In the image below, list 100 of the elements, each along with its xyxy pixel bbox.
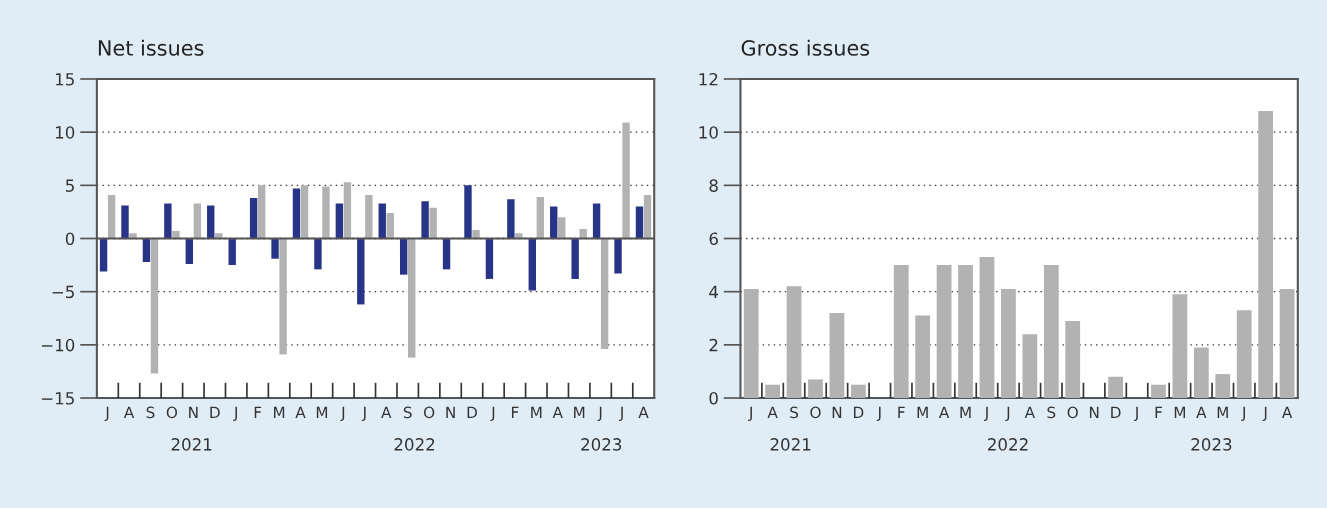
bar (808, 379, 823, 399)
x-tick-label: J (361, 406, 366, 422)
x-tick-label: F (254, 406, 262, 418)
y-tick-label: 2 (709, 338, 718, 352)
bar (150, 238, 159, 374)
bar (1065, 320, 1081, 399)
x-tick-label: O (810, 406, 821, 419)
text: 2021 (171, 438, 212, 451)
bar (408, 238, 416, 358)
x-tick-label: D (467, 406, 477, 418)
x-tick-label: A (767, 406, 778, 418)
bar (193, 203, 202, 239)
x-tick-label: J (233, 406, 237, 422)
bar (322, 186, 330, 239)
bar (164, 203, 172, 239)
x-tick-label: A (123, 406, 135, 418)
bar (528, 238, 536, 291)
bar (936, 265, 952, 399)
x-tick-label: A (638, 406, 649, 418)
bar (485, 238, 494, 279)
x-tick-label: N (446, 406, 455, 418)
x-tick-label: D (853, 406, 864, 418)
bar (1215, 374, 1231, 399)
bar (786, 286, 802, 399)
bar (378, 203, 386, 239)
chart-title: Gross issues (741, 39, 870, 56)
text: 2023 (581, 438, 622, 451)
x-tick-label: D (1111, 406, 1121, 418)
x-tick-label: M (316, 406, 328, 418)
bar (121, 205, 129, 239)
chart-title: Net issues (98, 39, 204, 56)
x-tick-label: J (597, 406, 602, 422)
bar (228, 238, 236, 266)
bar (743, 289, 759, 399)
text: 2022 (988, 438, 1028, 451)
bar (1022, 334, 1038, 399)
bar (622, 122, 630, 239)
y-tick-label: −5 (52, 285, 74, 299)
x-tick-label: A (295, 406, 306, 418)
x-tick-label: J (104, 406, 109, 422)
y-tick-label: 5 (66, 179, 74, 192)
bar (429, 207, 437, 239)
x-tick-label: F (1155, 406, 1162, 418)
x-tick-label: S (1047, 406, 1056, 419)
x-tick-label: A (1196, 406, 1207, 418)
x-tick-label: A (939, 406, 950, 418)
bar (357, 238, 365, 305)
y-tick-label: −15 (41, 392, 74, 405)
bar (571, 238, 579, 279)
text: 2022 (394, 438, 435, 451)
bar (335, 203, 344, 239)
bar (507, 199, 515, 239)
x-tick-label: O (166, 406, 178, 419)
y-tick-label: 10 (55, 126, 75, 139)
x-tick-label: D (210, 406, 220, 418)
x-tick-label: S (403, 406, 412, 419)
bar (107, 194, 116, 239)
x-tick-label: J (876, 406, 881, 422)
bar (979, 257, 995, 399)
bar (614, 238, 622, 274)
bar (765, 384, 781, 399)
x-tick-label: S (146, 406, 155, 419)
x-tick-label: F (898, 406, 905, 418)
x-tick-label: N (832, 406, 842, 418)
bar (829, 312, 845, 399)
bar (915, 315, 931, 399)
x-tick-label: M (960, 406, 971, 418)
y-tick-label: 4 (709, 285, 718, 299)
bar (292, 188, 301, 239)
bar (343, 182, 352, 239)
bar (279, 238, 287, 355)
x-tick-label: M (574, 406, 585, 418)
bar (1236, 310, 1252, 399)
bar (592, 203, 601, 239)
bar (300, 185, 309, 239)
bar (365, 194, 373, 239)
bar (1193, 347, 1209, 399)
x-tick-label: A (1281, 406, 1293, 418)
x-tick-label: M (1217, 406, 1228, 418)
bar (600, 238, 609, 350)
x-tick-label: M (917, 406, 928, 418)
x-tick-label: O (1067, 406, 1078, 419)
x-tick-label: J (340, 406, 345, 422)
x-tick-label: N (189, 406, 198, 418)
bar (1001, 289, 1016, 399)
x-tick-label: A (552, 406, 563, 418)
x-tick-label: J (748, 406, 752, 422)
y-tick-label: 6 (709, 232, 718, 246)
x-tick-label: F (511, 406, 519, 418)
x-tick-label: N (1089, 406, 1099, 418)
bar (536, 197, 545, 239)
x-tick-label: A (381, 406, 392, 418)
x-tick-label: J (619, 406, 623, 422)
x-tick-label: J (1262, 406, 1267, 422)
x-tick-label: S (790, 406, 799, 419)
x-tick-label: J (1133, 406, 1138, 422)
bar (1043, 265, 1059, 399)
bar (1279, 289, 1295, 399)
x-tick-label: J (1005, 406, 1010, 422)
y-tick-label: 0 (65, 232, 75, 246)
